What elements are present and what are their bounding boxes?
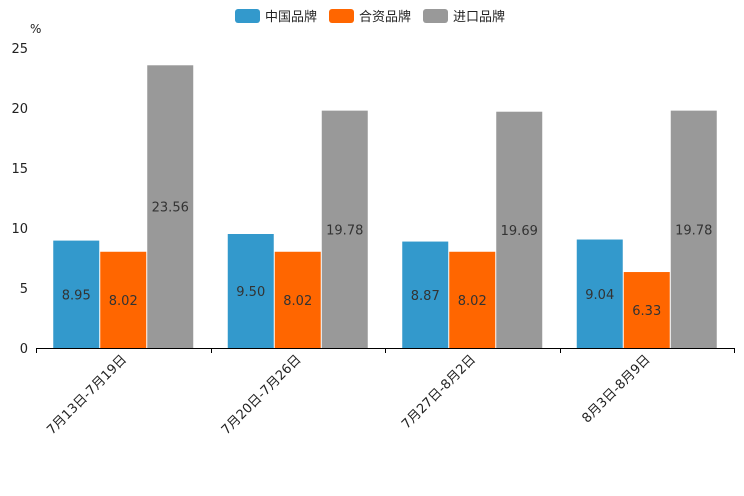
x-axis: 7月13日-7月19日 7月20日-7月26日 7月27日-8月2日 8月3日-8月9… [36, 348, 735, 438]
y-tick-label-2: 10 [11, 222, 28, 237]
data-label-3-0: 9.04 [585, 288, 614, 303]
bar-2-1 [449, 251, 496, 348]
bar-2-0 [402, 241, 449, 348]
data-label-3-1: 6.33 [632, 304, 661, 319]
legend-label-1: 合资品牌 [359, 9, 411, 25]
y-tick-label-0: 0 [20, 342, 28, 357]
data-label-2-2: 19.69 [501, 224, 538, 239]
bar-0-0 [53, 240, 100, 348]
y-tick-label-5: 25 [11, 42, 28, 57]
data-label-1-1: 8.02 [283, 294, 312, 309]
legend-swatch-0 [235, 9, 260, 23]
bar-3-0 [576, 239, 623, 348]
y-tick-label-4: 20 [11, 102, 28, 117]
bar-1-0 [227, 234, 274, 348]
data-label-0-1: 8.02 [109, 294, 138, 309]
bar-3-1 [623, 272, 670, 348]
data-label-2-0: 8.87 [411, 289, 440, 304]
x-tick-label-1: 7月20日-7月26日 [219, 352, 305, 438]
data-label-1-2: 19.78 [326, 223, 363, 238]
legend-label-2: 进口品牌 [453, 9, 505, 25]
bar-0-1 [100, 251, 147, 348]
legend-swatch-1 [329, 9, 354, 23]
legend: 中国品牌 合资品牌 进口品牌 [235, 9, 505, 25]
data-label-1-0: 9.50 [236, 285, 265, 300]
bar-0-2 [147, 65, 194, 348]
bar-1-1 [274, 251, 321, 348]
y-axis-unit-label: % [30, 22, 41, 36]
y-tick-label-3: 15 [11, 162, 28, 177]
bars: 8.95 8.02 23.56 9.50 8.02 19.78 8.87 8.02 19.69 9… [53, 65, 717, 348]
bar-3-2 [670, 110, 717, 348]
data-label-0-2: 23.56 [152, 201, 189, 216]
y-tick-label-1: 5 [20, 282, 28, 297]
legend-label-0: 中国品牌 [265, 9, 317, 25]
y-axis: 0 5 10 15 20 25 [11, 42, 28, 357]
x-tick-label-2: 7月27日-8月2日 [399, 352, 479, 432]
bar-1-2 [321, 110, 368, 348]
data-label-3-2: 19.78 [675, 223, 712, 238]
legend-swatch-2 [423, 9, 448, 23]
data-label-0-0: 8.95 [62, 288, 91, 303]
data-label-2-1: 8.02 [458, 294, 487, 309]
bar-2-2 [496, 111, 543, 348]
x-tick-label-0: 7月13日-7月19日 [44, 352, 130, 438]
x-tick-label-3: 8月3日-8月9日 [579, 352, 653, 426]
